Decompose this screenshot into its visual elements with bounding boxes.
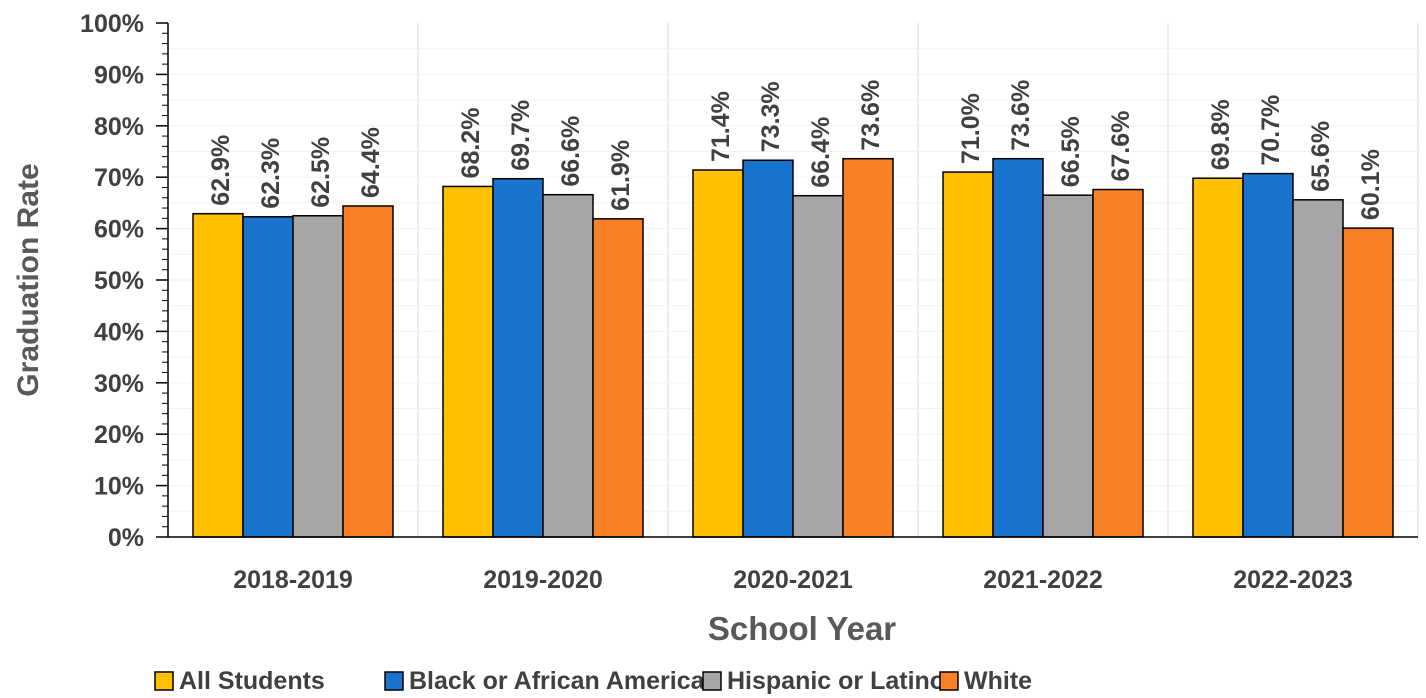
y-tick-label: 10% xyxy=(94,473,144,501)
y-tick-label: 0% xyxy=(108,524,144,552)
x-tick-label: 2021-2022 xyxy=(983,566,1103,594)
bar xyxy=(592,218,644,538)
bar xyxy=(442,185,494,538)
y-tick-label: 80% xyxy=(94,113,144,141)
data-labels: 62.9% 62.3% 62.5% 64.4% 68.2% 69.7% 66.6% 61.9%… xyxy=(207,80,1385,220)
data-label: 62.5% xyxy=(307,137,335,208)
y-tick-label: 50% xyxy=(94,267,144,295)
data-label: 71.4% xyxy=(707,91,735,162)
data-label: 66.5% xyxy=(1057,116,1085,187)
bar xyxy=(1292,199,1344,538)
data-label: 69.7% xyxy=(507,100,535,171)
data-label: 69.8% xyxy=(1207,99,1235,170)
y-tick-label: 30% xyxy=(94,370,144,398)
data-label: 61.9% xyxy=(607,140,635,211)
data-label: 68.2% xyxy=(457,108,485,179)
bar xyxy=(792,194,844,538)
y-tick-label: 70% xyxy=(94,164,144,192)
legend-swatch xyxy=(154,671,174,691)
legend: All Students Black or African American His… xyxy=(154,667,1032,695)
legend-label: All Students xyxy=(179,667,325,695)
y-tick-label: 20% xyxy=(94,421,144,449)
bars xyxy=(192,157,1394,538)
data-label: 60.1% xyxy=(1357,149,1385,220)
x-tick-labels: 2018-2019 2019-2020 2020-2021 2021-2022 2022… xyxy=(233,566,1353,594)
bar xyxy=(992,157,1044,538)
data-label: 73.6% xyxy=(857,80,885,151)
data-label: 70.7% xyxy=(1257,95,1285,166)
data-label: 73.6% xyxy=(1007,80,1035,151)
bar xyxy=(742,159,794,538)
bar xyxy=(242,216,294,538)
bar xyxy=(1042,194,1094,538)
data-label: 62.3% xyxy=(257,138,285,209)
axes xyxy=(156,22,1418,538)
x-tick-label: 2018-2019 xyxy=(233,566,353,594)
bar xyxy=(542,193,594,538)
bar xyxy=(342,205,394,538)
x-tick-label: 2019-2020 xyxy=(483,566,603,594)
legend-swatch xyxy=(702,671,722,691)
data-label: 64.4% xyxy=(357,127,385,198)
bar xyxy=(1342,227,1394,538)
legend-swatch xyxy=(384,671,404,691)
y-tick-label: 90% xyxy=(94,61,144,89)
data-label: 62.9% xyxy=(207,135,235,206)
legend-label: Hispanic or Latino xyxy=(727,667,945,695)
y-tick-labels: 0% 10% 20% 30% 40% 50% 60% 70% 80% 90% 100% xyxy=(80,10,144,552)
data-label: 66.6% xyxy=(557,116,585,187)
y-axis-title: Graduation Rate xyxy=(12,163,45,396)
x-tick-label: 2022-2023 xyxy=(1233,566,1353,594)
data-label: 65.6% xyxy=(1307,121,1335,192)
data-label: 67.6% xyxy=(1107,111,1135,182)
x-axis-title: School Year xyxy=(708,610,896,647)
y-tick-label: 40% xyxy=(94,318,144,346)
data-label: 66.4% xyxy=(807,117,835,188)
legend-label: White xyxy=(964,667,1032,695)
data-label: 71.0% xyxy=(957,93,985,164)
bar xyxy=(1092,188,1144,538)
data-label: 73.3% xyxy=(757,81,785,152)
bar xyxy=(492,177,544,538)
legend-label: Black or African American xyxy=(409,667,720,695)
bar xyxy=(1192,177,1244,538)
bar xyxy=(292,215,344,538)
bar xyxy=(1242,172,1294,538)
x-tick-label: 2020-2021 xyxy=(733,566,853,594)
bar xyxy=(692,169,744,538)
y-tick-label: 100% xyxy=(80,10,144,38)
legend-swatch xyxy=(939,671,959,691)
bar xyxy=(842,157,894,538)
bar xyxy=(192,212,244,538)
y-tick-label: 60% xyxy=(94,216,144,244)
bar xyxy=(942,171,994,538)
